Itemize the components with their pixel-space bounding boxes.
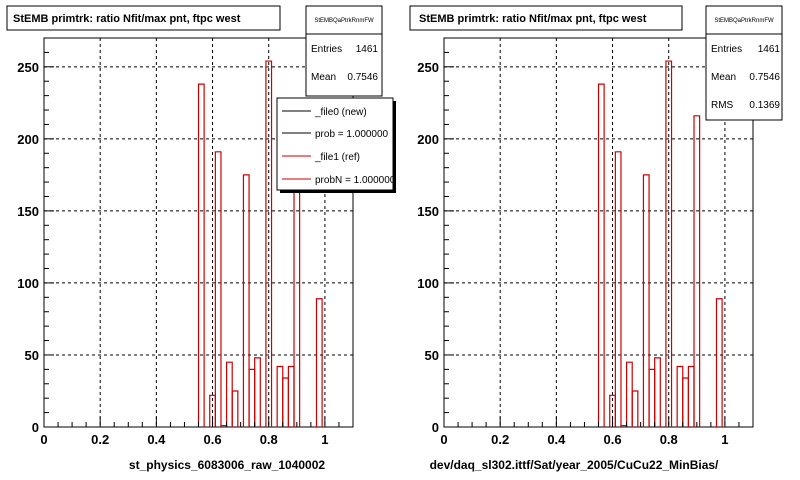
histogram-bar [614,151,622,427]
grid [44,38,353,427]
x-axis-label: st_physics_6083006_raw_1040002 [129,458,325,472]
histogram-bar [642,174,650,427]
legend-entry-new: _file0 (new) [314,107,367,118]
stats-mean-value: 0.7546 [347,72,378,83]
stats-title: StEMBQaPtrkRnmFW [714,18,774,24]
histogram-series [597,60,723,427]
y-tick-label: 150 [17,204,39,219]
x-tick-label: 0.4 [547,432,566,447]
x-tick-label: 0.8 [260,432,278,447]
legend-box [276,97,394,191]
histogram-bar [665,60,673,427]
histogram-bar [197,83,205,427]
y-tick-label: 50 [425,348,439,363]
x-axis-label: dev/daq_sl302.ittf/Sat/year_2005/CuCu22_… [430,458,719,472]
title-box [6,5,281,31]
histogram-bar [231,390,239,427]
histogram-bar [315,298,323,427]
axes: 0 0.2 0.4 0.6 0.8 1 0 50 100 150 200 250 [17,37,354,447]
x-tick-label: 0 [440,432,447,447]
histogram-bar [715,298,723,427]
y-tick-label: 200 [417,132,439,147]
stats-title: StEMBQaPtrkRnmFW [314,18,374,24]
x-tick-label: 0 [40,432,47,447]
chart-title: StEMB primtrk: ratio Nfit/max pnt, ftpc … [13,13,241,25]
legend-entry-prob: prob = 1.000000 [315,129,389,140]
x-tick-label: 0.6 [604,432,622,447]
histogram-bar [254,357,261,427]
stats-box [705,5,783,121]
y-tick-label: 100 [417,276,439,291]
legend-entry-ref: _file1 (ref) [314,152,360,163]
y-tick-label: 0 [32,420,39,435]
histogram-bar [631,390,639,427]
histogram-bar [242,174,250,427]
histogram-bar [597,83,605,427]
y-tick-label: 200 [17,132,39,147]
stats-rms-value: 0.1369 [749,100,780,111]
y-tick-label: 100 [17,276,39,291]
y-tick-label: 0 [432,420,439,435]
x-tick-label: 1 [721,432,728,447]
x-tick-label: 0.2 [491,432,509,447]
stats-entries-value: 1461 [758,44,781,55]
stats-mean-label: Mean [711,72,736,83]
right-histogram-pad: 0 0.2 0.4 0.6 0.8 1 0 50 100 150 200 250 dev/daq_sl… [409,5,783,472]
x-tick-label: 0.4 [147,432,166,447]
chart-title: StEMB primtrk: ratio Nfit/max pnt, ftpc … [419,13,647,25]
axes: 0 0.2 0.4 0.6 0.8 1 0 50 100 150 200 250 [417,37,754,447]
stats-rms-label: RMS [711,100,734,111]
grid [444,38,753,427]
stats-entries-label: Entries [711,44,742,55]
x-tick-label: 0.8 [660,432,678,447]
histogram-series [197,60,323,427]
x-tick-label: 0.6 [204,432,222,447]
x-tick-label: 0.2 [91,432,109,447]
stats-entries-value: 1461 [356,44,379,55]
title-box [409,5,683,31]
left-histogram-pad: 0 0.2 0.4 0.6 0.8 1 0 50 100 150 200 250 st_physics… [6,5,396,472]
y-tick-label: 250 [417,60,439,75]
histogram-bar [214,151,222,427]
histogram-bar [693,115,701,427]
stats-box [305,5,383,97]
legend: _file0 (new) prob = 1.000000 _file1 (ref… [276,97,396,193]
x-tick-label: 1 [321,432,328,447]
y-tick-label: 150 [417,204,439,219]
stats-mean-value: 0.7546 [749,72,780,83]
stats-mean-label: Mean [311,72,336,83]
y-tick-label: 50 [25,348,39,363]
histogram-bar [265,60,273,427]
y-tick-label: 250 [17,60,39,75]
histogram-bar [654,357,661,427]
stats-entries-label: Entries [311,44,342,55]
legend-entry-probn: probN = 1.000000 [315,175,396,186]
